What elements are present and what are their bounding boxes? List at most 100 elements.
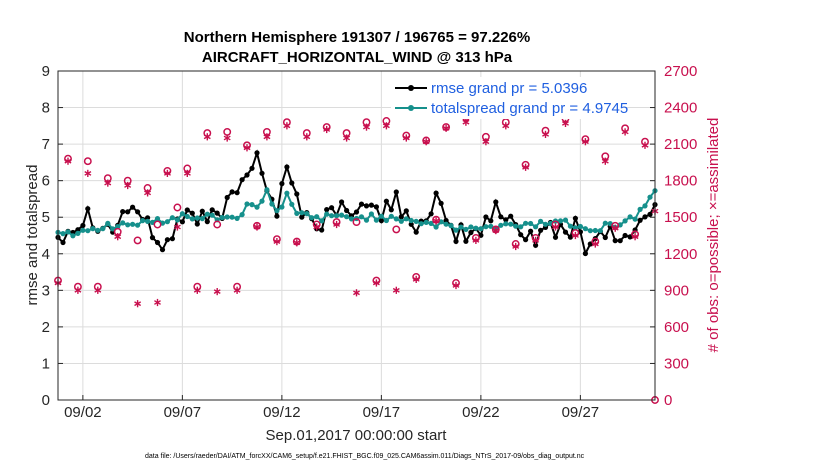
totalspread-point xyxy=(145,218,151,224)
rmse-point xyxy=(194,221,200,227)
totalspread-point xyxy=(304,211,310,217)
rmse-point xyxy=(80,222,86,229)
obs-assimilated-point xyxy=(382,122,390,130)
obs-assimilated-point xyxy=(472,236,480,244)
obs-assimilated-point xyxy=(273,238,281,246)
rmse-point xyxy=(582,250,589,257)
y-axis-label-right: # of obs: o=possible; ×=assimilated xyxy=(705,118,722,353)
totalspread-point xyxy=(597,228,603,234)
rmse-point xyxy=(214,210,220,216)
totalspread-point xyxy=(587,228,593,234)
totalspread-point xyxy=(209,212,215,218)
obs-assimilated-point xyxy=(552,223,559,231)
totalspread-point xyxy=(418,221,424,227)
obs-assimilated-point xyxy=(591,240,599,248)
rmse-point xyxy=(353,209,360,215)
rmse-point xyxy=(199,208,205,214)
tick-label-x: 09/22 xyxy=(462,404,500,421)
totalspread-point xyxy=(184,213,190,220)
totalspread-point xyxy=(448,223,454,229)
tick-label-right: 2700 xyxy=(664,63,697,80)
obs-assimilated-point xyxy=(631,233,639,241)
totalspread-point xyxy=(508,221,514,227)
legend: rmse grand pr = 5.0396 totalspread grand… xyxy=(391,77,628,119)
obs-possible-point xyxy=(83,157,92,166)
obs-assimilated-point xyxy=(223,134,231,142)
rmse-point xyxy=(388,207,394,213)
totalspread-point xyxy=(488,223,494,229)
totalspread-point xyxy=(135,222,141,228)
totalspread-point xyxy=(627,214,633,220)
totalspread-point xyxy=(533,224,539,230)
rmse-point xyxy=(209,207,215,213)
rmse-point xyxy=(339,199,345,205)
totalspread-point xyxy=(294,210,300,216)
rmse-point xyxy=(179,219,185,225)
obs-assimilated-point xyxy=(601,157,609,165)
totalspread-point xyxy=(194,215,200,221)
totalspread-point xyxy=(95,227,101,233)
totalspread-point xyxy=(229,214,235,220)
obs-assimilated-point xyxy=(353,289,360,297)
rmse-point xyxy=(274,213,280,219)
rmse-point xyxy=(433,190,439,196)
obs-possible-point xyxy=(133,236,142,245)
totalspread-point xyxy=(528,220,534,227)
obs-assimilated-point xyxy=(303,133,311,141)
obs-assimilated-point xyxy=(492,227,500,235)
tick-label-left: 1 xyxy=(42,355,50,372)
totalspread-point xyxy=(344,214,350,220)
totalspread-point xyxy=(348,216,355,222)
obs-assimilated-point xyxy=(193,286,201,294)
tick-label-left: 5 xyxy=(42,209,50,226)
rmse-point xyxy=(319,227,325,233)
totalspread-point xyxy=(100,226,106,232)
rmse-point xyxy=(378,218,384,224)
totalspread-point xyxy=(582,226,589,232)
obs-assimilated-point xyxy=(611,224,619,232)
obs-assimilated-point xyxy=(64,157,72,165)
rmse-point xyxy=(528,228,534,234)
obs-assimilated-point xyxy=(323,125,331,134)
totalspread-point xyxy=(642,203,648,209)
totalspread-point xyxy=(572,225,579,231)
series-layer xyxy=(54,113,659,404)
obs-assimilated-point xyxy=(173,223,181,231)
obs-assimilated-point xyxy=(144,189,152,197)
rmse-point xyxy=(184,207,190,213)
rmse-point xyxy=(145,215,151,221)
totalspread-point xyxy=(413,218,419,224)
totalspread-point xyxy=(80,227,86,233)
totalspread-point xyxy=(239,212,245,218)
totalspread-point xyxy=(105,220,111,226)
obs-assimilated-point xyxy=(522,163,530,171)
rmse-point xyxy=(428,211,434,217)
rmse-point xyxy=(567,234,574,240)
totalspread-point xyxy=(567,223,574,229)
rmse-point xyxy=(642,214,648,220)
rmse-point xyxy=(572,215,579,221)
rmse-point xyxy=(358,201,365,207)
rmse-point xyxy=(130,204,136,210)
tick-label-x: 09/27 xyxy=(562,404,600,421)
tick-label-left: 0 xyxy=(42,392,50,409)
rmse-point xyxy=(299,214,305,220)
obs-possible-point xyxy=(213,220,222,229)
rmse-point xyxy=(75,227,81,233)
obs-assimilated-point xyxy=(581,138,589,146)
legend-spread-label: totalspread grand pr = 4.9745 xyxy=(431,100,628,117)
rmse-point xyxy=(503,217,509,223)
totalspread-point xyxy=(503,221,509,227)
rmse-point xyxy=(552,234,559,240)
totalspread-point xyxy=(174,217,180,223)
tick-label-left: 6 xyxy=(42,173,50,190)
obs-assimilated-point xyxy=(213,288,221,296)
obs-assimilated-point xyxy=(114,233,122,241)
obs-assimilated-point xyxy=(621,128,629,136)
totalspread-point xyxy=(254,204,260,210)
rmse-point xyxy=(398,214,404,220)
obs-assimilated-point xyxy=(313,223,321,231)
obs-assimilated-point xyxy=(163,169,171,177)
totalspread-point xyxy=(65,229,71,235)
totalspread-point xyxy=(592,227,598,234)
